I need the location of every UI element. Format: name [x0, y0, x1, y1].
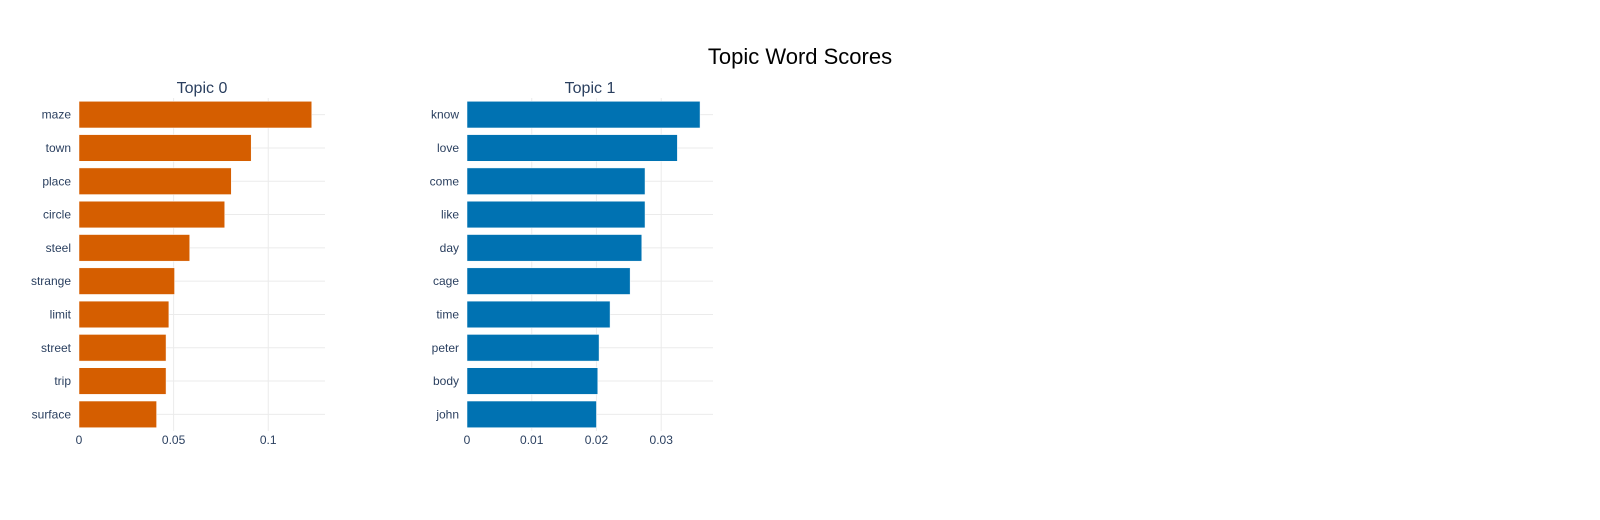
subplots: Topic 0 maze town place circle steel strange li…	[31, 80, 713, 447]
category-label: street	[41, 341, 72, 355]
category-label: circle	[43, 208, 71, 222]
category-label: trip	[54, 374, 71, 388]
bar-steel	[78, 234, 190, 262]
bar-surface	[78, 400, 157, 428]
bar-like	[466, 200, 646, 229]
category-label: love	[437, 141, 459, 155]
subplot-topic-1: Topic 1 know love come like day cage time peter b…	[430, 80, 713, 447]
bar-place	[78, 167, 232, 195]
category-label: strange	[31, 274, 71, 288]
bar-know	[466, 101, 701, 129]
subplot-title: Topic 1	[565, 80, 616, 97]
category-label: come	[430, 174, 460, 188]
category-label: time	[436, 307, 459, 321]
bar-love	[466, 134, 678, 162]
bar-peter	[466, 334, 600, 362]
category-label: steel	[46, 241, 71, 255]
x-tick-label: 0.05	[162, 433, 186, 447]
bar-trip	[78, 367, 167, 395]
x-tick-label: 0.1	[260, 433, 277, 447]
bar-maze	[78, 101, 313, 129]
x-tick-label: 0	[76, 433, 83, 447]
category-label: like	[441, 208, 459, 222]
category-label: town	[46, 141, 71, 155]
category-label: surface	[32, 407, 72, 421]
subplot-title: Topic 0	[177, 80, 228, 97]
bar-day	[466, 234, 643, 262]
bar-body	[466, 367, 599, 395]
x-tick-label: 0.01	[520, 433, 544, 447]
category-label: john	[435, 407, 459, 421]
bar-town	[78, 134, 252, 162]
category-label: day	[440, 241, 459, 255]
category-label: place	[42, 174, 71, 188]
figure-title: Topic Word Scores	[708, 44, 892, 69]
bar-time	[466, 300, 611, 329]
bar-limit	[78, 300, 170, 329]
bar-john	[466, 400, 597, 428]
bar-circle	[78, 200, 225, 229]
x-tick-label: 0	[464, 433, 471, 447]
category-label: know	[431, 108, 459, 122]
x-tick-label: 0.03	[650, 433, 674, 447]
bar-cage	[466, 267, 631, 295]
bar-strange	[78, 267, 175, 295]
x-tick-label: 0.02	[585, 433, 609, 447]
category-label: peter	[432, 341, 459, 355]
category-label: body	[433, 374, 459, 388]
category-label: maze	[42, 108, 72, 122]
subplot-topic-0: Topic 0 maze town place circle steel strange li…	[31, 80, 325, 447]
category-label: cage	[433, 274, 459, 288]
bar-street	[78, 334, 167, 362]
bar-come	[466, 167, 646, 195]
category-label: limit	[50, 307, 72, 321]
